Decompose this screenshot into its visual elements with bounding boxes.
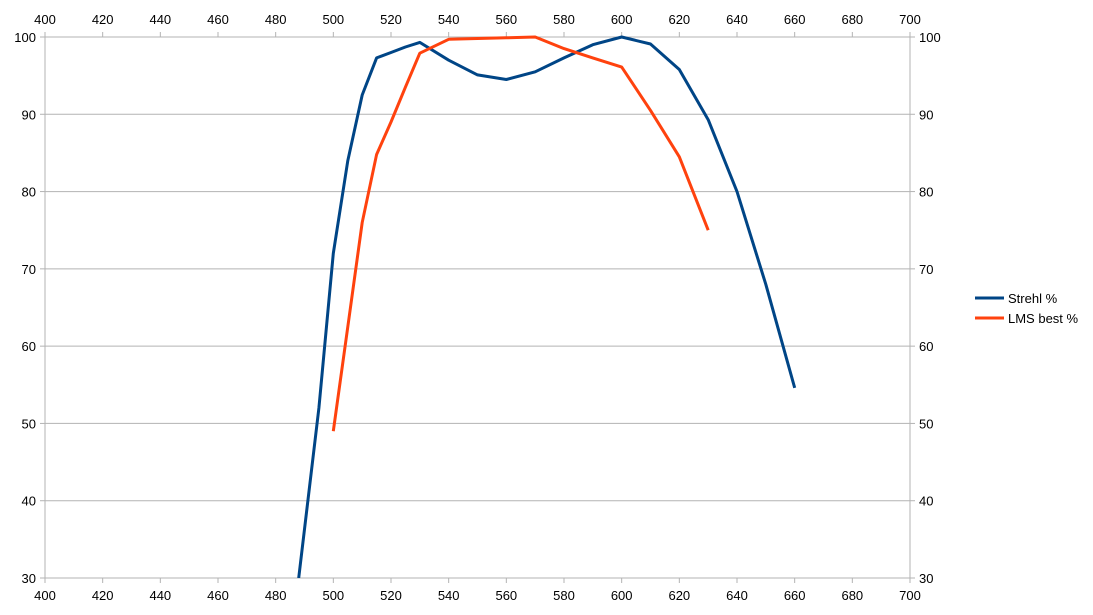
- x-tick-label-bottom: 520: [380, 588, 402, 603]
- x-tick-label-bottom: 620: [668, 588, 690, 603]
- axes: 30 30 40 40 50 50 60 60 70 70 80 80 90 90 100 100 400 400…: [14, 12, 940, 603]
- x-tick-label-bottom: 480: [265, 588, 287, 603]
- x-tick-label-top: 660: [784, 12, 806, 27]
- y-tick-label-left: 60: [22, 339, 36, 354]
- x-tick-label-bottom: 580: [553, 588, 575, 603]
- x-tick-label-top: 520: [380, 12, 402, 27]
- x-tick-label-bottom: 700: [899, 588, 921, 603]
- x-tick-label-top: 680: [841, 12, 863, 27]
- y-tick-label-right: 90: [919, 107, 933, 122]
- gridlines: [45, 36, 910, 579]
- x-tick-label-bottom: 540: [438, 588, 460, 603]
- x-tick-label-bottom: 400: [34, 588, 56, 603]
- x-tick-label-bottom: 460: [207, 588, 229, 603]
- x-tick-label-top: 480: [265, 12, 287, 27]
- y-tick-label-right: 60: [919, 339, 933, 354]
- y-tick-label-left: 80: [22, 185, 36, 200]
- legend: Strehl % LMS best %: [975, 291, 1079, 326]
- y-tick-label-left: 40: [22, 494, 36, 509]
- x-tick-label-top: 640: [726, 12, 748, 27]
- x-tick-label-bottom: 420: [92, 588, 114, 603]
- y-tick-label-right: 50: [919, 416, 933, 431]
- x-tick-label-bottom: 640: [726, 588, 748, 603]
- y-tick-label-right: 100: [919, 30, 941, 45]
- legend-label: Strehl %: [1008, 291, 1058, 306]
- y-tick-label-right: 80: [919, 185, 933, 200]
- data-series: [297, 35, 797, 578]
- series-line-strehl: [297, 35, 797, 578]
- x-tick-label-top: 440: [149, 12, 171, 27]
- x-tick-label-top: 620: [668, 12, 690, 27]
- x-tick-label-bottom: 680: [841, 588, 863, 603]
- x-tick-label-top: 420: [92, 12, 114, 27]
- y-tick-label-left: 70: [22, 262, 36, 277]
- x-tick-label-top: 700: [899, 12, 921, 27]
- y-tick-label-right: 40: [919, 494, 933, 509]
- x-tick-label-bottom: 500: [322, 588, 344, 603]
- y-tick-label-right: 70: [919, 262, 933, 277]
- x-tick-label-top: 580: [553, 12, 575, 27]
- x-tick-label-bottom: 440: [149, 588, 171, 603]
- y-tick-label-left: 100: [14, 30, 36, 45]
- x-tick-label-top: 600: [611, 12, 633, 27]
- y-tick-label-left: 90: [22, 107, 36, 122]
- y-tick-label-right: 30: [919, 571, 933, 586]
- x-tick-label-bottom: 660: [784, 588, 806, 603]
- x-tick-label-bottom: 600: [611, 588, 633, 603]
- legend-label: LMS best %: [1008, 311, 1079, 326]
- x-tick-label-top: 540: [438, 12, 460, 27]
- y-tick-label-left: 30: [22, 571, 36, 586]
- series-line-lms-best: [331, 35, 710, 432]
- x-tick-label-bottom: 560: [495, 588, 517, 603]
- x-tick-label-top: 560: [495, 12, 517, 27]
- x-tick-label-top: 500: [322, 12, 344, 27]
- y-tick-label-left: 50: [22, 416, 36, 431]
- x-tick-label-top: 400: [34, 12, 56, 27]
- x-tick-label-top: 460: [207, 12, 229, 27]
